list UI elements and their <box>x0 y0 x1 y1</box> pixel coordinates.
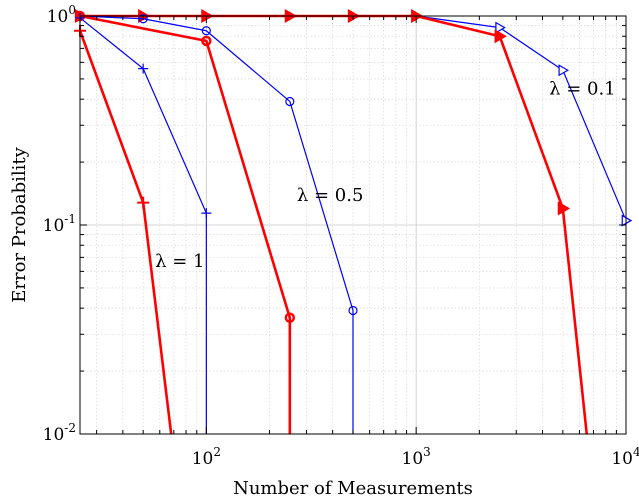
series-3 <box>74 10 296 434</box>
data-point <box>138 14 148 24</box>
data-point <box>494 29 507 44</box>
data-point <box>201 208 212 219</box>
x-axis-label: Number of Measurements <box>233 478 473 499</box>
y-tick-label: 10-2 <box>43 421 76 445</box>
series-line <box>79 15 354 434</box>
y-axis-label: Error Probability <box>9 146 30 302</box>
data-point <box>201 35 212 47</box>
ticks: 102 103 104 100 10-1 10-2 <box>43 3 639 469</box>
data-point <box>558 64 570 77</box>
data-point <box>557 201 571 216</box>
x-tick-label: 102 <box>192 445 221 469</box>
annotations: λ = 0.1 λ = 0.5 λ = 1 <box>155 79 616 272</box>
annotation: λ = 1 <box>155 251 204 272</box>
data-point <box>201 26 211 36</box>
data-point <box>621 214 633 227</box>
y-tick-label: 100 <box>47 3 76 27</box>
data-point <box>138 63 149 74</box>
x-tick-label: 104 <box>611 445 639 469</box>
series-line <box>79 17 207 434</box>
data-point <box>495 21 506 34</box>
labels: Number of Measurements Error Probability <box>9 146 473 499</box>
data-point <box>285 96 295 107</box>
annotation: λ = 0.1 <box>549 79 616 100</box>
x-tick-label: 103 <box>402 445 431 469</box>
series-1 <box>74 8 589 435</box>
data-point <box>284 312 296 323</box>
y-tick-label: 10-1 <box>43 212 76 236</box>
annotation: λ = 0.5 <box>297 185 364 206</box>
series-line <box>78 30 173 435</box>
data-point <box>137 196 150 209</box>
data-point <box>348 305 358 316</box>
series-line <box>79 14 292 434</box>
series-group <box>74 8 633 435</box>
